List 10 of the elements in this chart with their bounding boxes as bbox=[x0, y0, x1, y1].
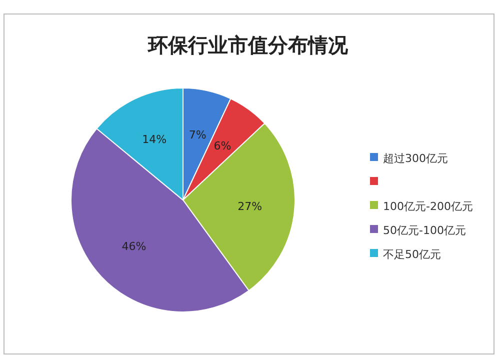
data-label: 27% bbox=[238, 200, 262, 214]
legend-label: 超过300亿元 bbox=[383, 152, 448, 165]
chart-title: 环保行业市值分布情况 bbox=[147, 33, 349, 57]
legend-label: 100亿元-200亿元 bbox=[383, 200, 473, 213]
legend-label: 50亿元-100亿元 bbox=[383, 224, 466, 237]
data-label: 14% bbox=[142, 133, 167, 146]
legend-label: 不足50亿元 bbox=[383, 248, 441, 261]
data-label: 46% bbox=[122, 240, 146, 253]
data-label: 7% bbox=[188, 128, 206, 142]
data-label: 6% bbox=[214, 139, 232, 152]
